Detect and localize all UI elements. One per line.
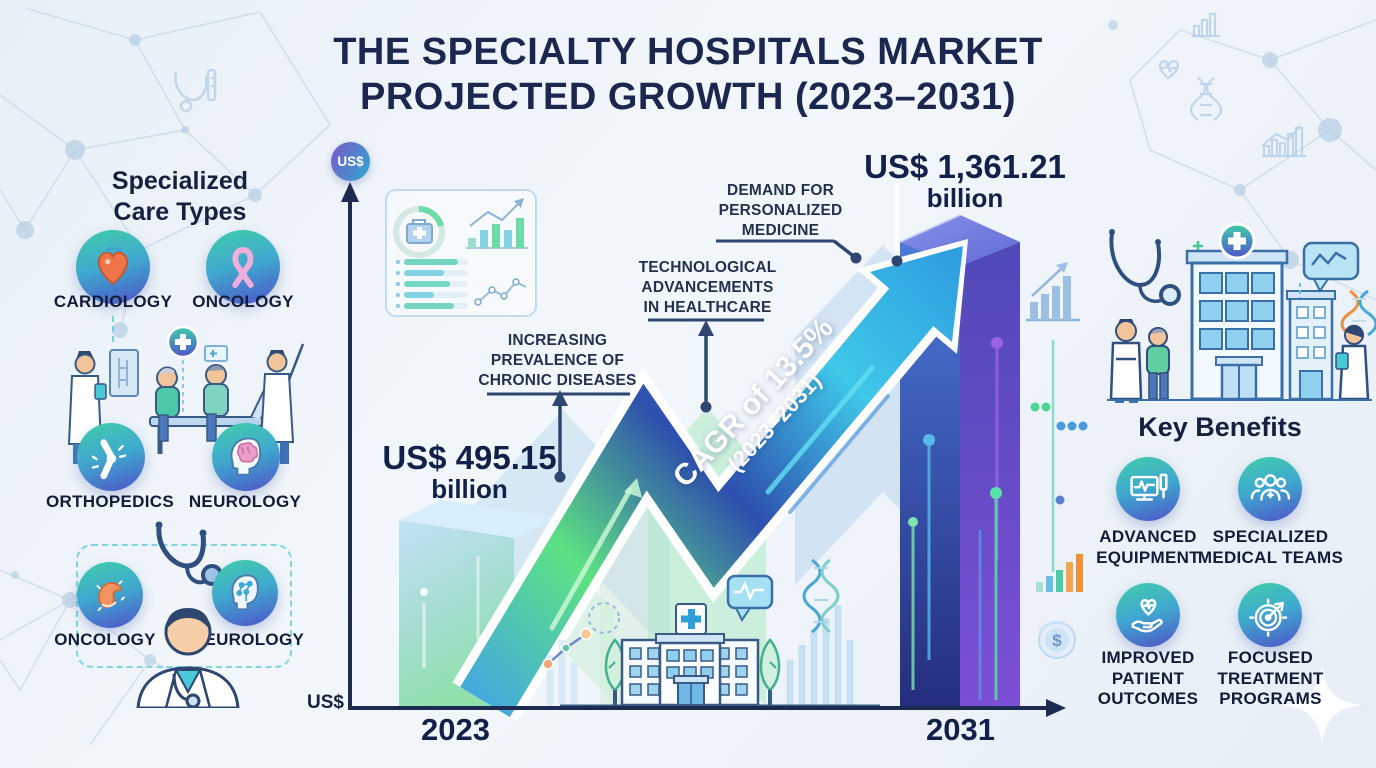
care-label-neurology: NEUROLOGY: [188, 492, 302, 511]
value-unit-2031: billion: [926, 182, 1004, 213]
bar-2031: [899, 214, 1020, 707]
care-label-orthopedics: ORTHOPEDICS: [46, 492, 174, 511]
care-label-oncology-2: ONCOLOGY: [54, 630, 156, 649]
doctor-illustration: [136, 608, 240, 708]
value-label-2031: US$ 1,361.21 billion: [845, 148, 1085, 213]
brain-icon: [230, 437, 262, 476]
care-circle-oncology: [206, 230, 280, 304]
x-tick-2031: 2031: [926, 712, 995, 747]
page-title-line2: PROJECTED GROWTH (2023–2031): [360, 75, 1016, 118]
bar-chart-faint-icon: [1192, 12, 1220, 38]
svg-text:$: $: [1052, 631, 1062, 650]
care-circle-neurology-2: [212, 560, 278, 626]
stethoscope-faint-icon: [174, 68, 217, 113]
patient-sitting-1: [155, 366, 180, 442]
faint-medical-icons: [1158, 12, 1306, 158]
hospital-campus-illustration: [1107, 222, 1376, 403]
dna-faint-icon: [1189, 77, 1223, 121]
annotation-chronic-diseases: INCREASING PREVALENCE OF CHRONIC DISEASE…: [478, 332, 637, 389]
head-brain-icon: [231, 574, 259, 611]
dna-icon: [802, 558, 840, 634]
clinic-scene-illustration: [67, 325, 305, 464]
page-title: THE SPECIALTY HOSPITALS MARKET PROJECTED…: [248, 30, 1128, 120]
bg-bars: [546, 605, 854, 705]
stethoscope-icon: [155, 521, 223, 586]
benefit-label-patient-outcomes: IMPROVED PATIENT OUTCOMES: [1097, 648, 1199, 709]
benefit-circle-advanced-equipment: [1116, 457, 1180, 521]
doctor-figure: [1109, 319, 1143, 403]
progress-rows: [395, 259, 468, 309]
hand-heart-icon: [1131, 598, 1163, 632]
care-label-neurology-2: NEUROLOGY: [191, 630, 305, 649]
speech-bubble-chart-icon: [1302, 241, 1360, 293]
patient-figure: [1146, 327, 1170, 400]
organ-icon: [96, 580, 125, 611]
mini-trend-chart-icon: [1026, 262, 1080, 322]
ribbon-icon: [232, 247, 254, 289]
side-decorations: $: [1026, 262, 1088, 659]
heart-pulse-faint-icon: [1158, 60, 1179, 80]
cagr-label: CAGR of 13.5% (2023–2031): [647, 291, 877, 532]
tree-right-icon: [759, 638, 781, 705]
key-benefits-heading: Key Benefits: [1138, 412, 1302, 442]
benefit-circle-treatment-programs: [1238, 583, 1302, 647]
combo-chart-faint-icon: [1261, 125, 1306, 158]
value-2023: US$ 495.15: [382, 439, 557, 476]
nurse-figure: [1335, 324, 1370, 401]
patient-sitting-2: [203, 364, 229, 442]
monitor-icon: [1129, 473, 1168, 501]
cagr-value: CAGR of 13.5%: [666, 311, 840, 494]
care-circle-cardiology: [76, 230, 150, 304]
value-label-2023: US$ 495.15 billion: [352, 439, 587, 504]
bar-2023: [399, 500, 556, 707]
tree-left-icon: [604, 638, 626, 705]
annotation-personalized-medicine: DEMAND FOR PERSONALIZED MEDICINE: [718, 182, 843, 239]
care-circle-oncology-2: [77, 562, 143, 628]
page-title-line1: THE SPECIALTY HOSPITALS MARKET: [333, 31, 1043, 73]
speech-bubble-pulse-icon: [726, 574, 774, 622]
hospital-building: [620, 603, 760, 707]
axis-origin-label: US$: [307, 692, 344, 713]
dashboard-card-illustration: [385, 189, 537, 317]
benefit-label-medical-teams: SPECIALIZED MEDICAL TEAMS: [1197, 527, 1344, 567]
main-hospital-building: [1185, 249, 1289, 401]
heart-icon: [97, 247, 129, 286]
benefit-label-advanced-equipment: ADVANCED EQUIPMENT: [1096, 527, 1200, 567]
care-types-heading: Specialized Care Types: [111, 167, 249, 226]
side-building: [1286, 290, 1336, 401]
dna-helix-icon: [1340, 289, 1376, 337]
value-unit-2023: billion: [431, 473, 508, 504]
annotation-technological: TECHNOLOGICAL ADVANCEMENTS IN HEALTHCARE: [638, 259, 777, 316]
medical-team-icon: [1250, 473, 1290, 501]
value-2031: US$ 1,361.21: [864, 148, 1066, 185]
benefit-circle-medical-teams: [1238, 457, 1302, 521]
x-tick-2023: 2023: [421, 712, 490, 747]
cagr-period: (2023–2031): [722, 367, 826, 477]
target-icon: [1248, 598, 1287, 637]
care-label-oncology: ONCOLOGY: [192, 292, 294, 311]
care-circle-orthopedics: [77, 423, 145, 491]
care-circle-neurology: [212, 423, 280, 491]
benefit-circle-patient-outcomes: [1116, 583, 1180, 647]
y-axis-currency-badge: US$: [331, 142, 370, 181]
benefit-label-treatment-programs: FOCUSED TREATMENT PROGRAMS: [1217, 648, 1324, 709]
dashed-connector: [112, 316, 114, 342]
care-label-cardiology: CARDIOLOGY: [53, 292, 173, 311]
knee-joint-icon: [91, 439, 127, 480]
hospital-illustration: [542, 558, 880, 707]
